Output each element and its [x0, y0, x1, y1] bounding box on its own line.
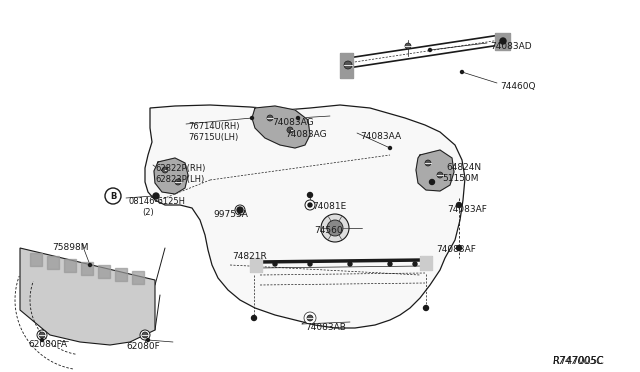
Polygon shape [252, 106, 310, 148]
Circle shape [461, 71, 463, 74]
Circle shape [296, 116, 300, 119]
Circle shape [105, 188, 121, 204]
Circle shape [425, 160, 431, 166]
Circle shape [424, 305, 429, 311]
Text: 74460Q: 74460Q [500, 82, 536, 91]
Circle shape [162, 167, 168, 173]
Circle shape [147, 339, 150, 341]
Polygon shape [81, 262, 93, 275]
Polygon shape [154, 158, 188, 194]
Circle shape [39, 332, 45, 338]
Polygon shape [20, 248, 155, 345]
Circle shape [237, 207, 243, 213]
Polygon shape [416, 150, 454, 191]
Text: 62080FA: 62080FA [28, 340, 67, 349]
Circle shape [405, 43, 411, 49]
Text: 74083AB: 74083AB [305, 323, 346, 332]
Circle shape [88, 263, 92, 266]
Text: 64824N: 64824N [446, 163, 481, 172]
Text: 74083AG: 74083AG [272, 118, 314, 127]
Circle shape [437, 172, 443, 178]
Polygon shape [98, 265, 110, 278]
Polygon shape [30, 253, 42, 266]
Circle shape [175, 179, 181, 185]
Circle shape [500, 38, 506, 44]
Circle shape [321, 214, 349, 242]
Circle shape [304, 312, 316, 324]
Circle shape [456, 246, 461, 250]
Text: (2): (2) [142, 208, 154, 217]
Circle shape [267, 115, 273, 121]
Text: 51150M: 51150M [442, 174, 479, 183]
Polygon shape [132, 271, 144, 284]
Polygon shape [495, 33, 510, 50]
Circle shape [307, 315, 313, 321]
Circle shape [287, 127, 293, 133]
Text: B: B [110, 192, 116, 201]
Circle shape [429, 180, 435, 185]
Text: 74083AA: 74083AA [360, 132, 401, 141]
Circle shape [344, 61, 352, 69]
Circle shape [308, 262, 312, 266]
Circle shape [142, 332, 148, 338]
Circle shape [273, 262, 277, 266]
Circle shape [456, 202, 461, 208]
Circle shape [252, 315, 257, 321]
Circle shape [140, 330, 150, 340]
Text: 62822P(RH): 62822P(RH) [155, 164, 205, 173]
Polygon shape [64, 259, 76, 272]
Polygon shape [47, 256, 59, 269]
Circle shape [307, 192, 312, 198]
Text: 74083AD: 74083AD [490, 42, 532, 51]
Circle shape [40, 339, 44, 341]
Circle shape [413, 262, 417, 266]
Text: 62823P(LH): 62823P(LH) [155, 175, 204, 184]
Text: 74081E: 74081E [312, 202, 346, 211]
Circle shape [153, 193, 159, 199]
Text: 76715U(LH): 76715U(LH) [188, 133, 238, 142]
Polygon shape [340, 53, 353, 78]
Text: 74083AF: 74083AF [447, 205, 487, 214]
Circle shape [250, 116, 253, 119]
Text: R747005C: R747005C [553, 356, 604, 366]
Polygon shape [250, 258, 262, 272]
Text: 74083AF: 74083AF [436, 245, 476, 254]
Text: 75898M: 75898M [52, 243, 88, 252]
Circle shape [388, 147, 392, 150]
Circle shape [37, 330, 47, 340]
Circle shape [348, 262, 352, 266]
Text: 62080F: 62080F [126, 342, 160, 351]
Text: R747005C: R747005C [553, 356, 604, 366]
Text: 08146-6125H: 08146-6125H [128, 197, 185, 206]
Circle shape [388, 262, 392, 266]
Polygon shape [420, 256, 432, 270]
Polygon shape [115, 268, 127, 281]
Text: 74560: 74560 [314, 226, 342, 235]
Circle shape [429, 48, 431, 51]
Text: 74821R: 74821R [232, 252, 267, 261]
Polygon shape [145, 105, 465, 328]
Text: 99753A: 99753A [213, 210, 248, 219]
Circle shape [308, 203, 312, 207]
Circle shape [327, 220, 343, 236]
Circle shape [305, 200, 315, 210]
Circle shape [235, 205, 245, 215]
Text: 76714U(RH): 76714U(RH) [188, 122, 239, 131]
Text: 74083AG: 74083AG [285, 130, 326, 139]
